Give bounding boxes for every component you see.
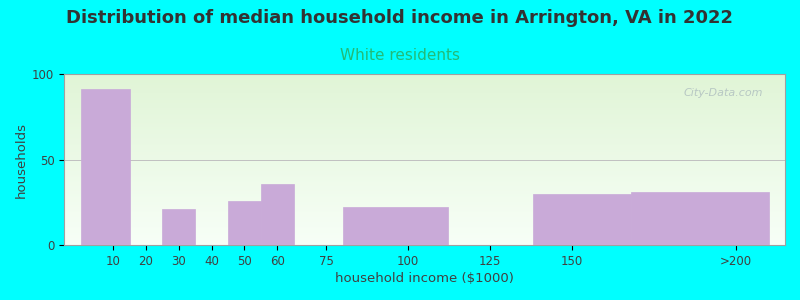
Text: City-Data.com: City-Data.com <box>684 88 763 98</box>
X-axis label: household income ($1000): household income ($1000) <box>335 272 514 285</box>
Bar <box>81 89 130 245</box>
Text: Distribution of median household income in Arrington, VA in 2022: Distribution of median household income … <box>66 9 734 27</box>
Text: White residents: White residents <box>340 48 460 63</box>
Bar <box>631 192 769 245</box>
Bar <box>261 184 294 245</box>
Bar <box>228 201 261 245</box>
Y-axis label: households: households <box>15 122 28 198</box>
Bar <box>342 208 447 245</box>
Bar <box>533 194 631 245</box>
Bar <box>162 209 195 245</box>
